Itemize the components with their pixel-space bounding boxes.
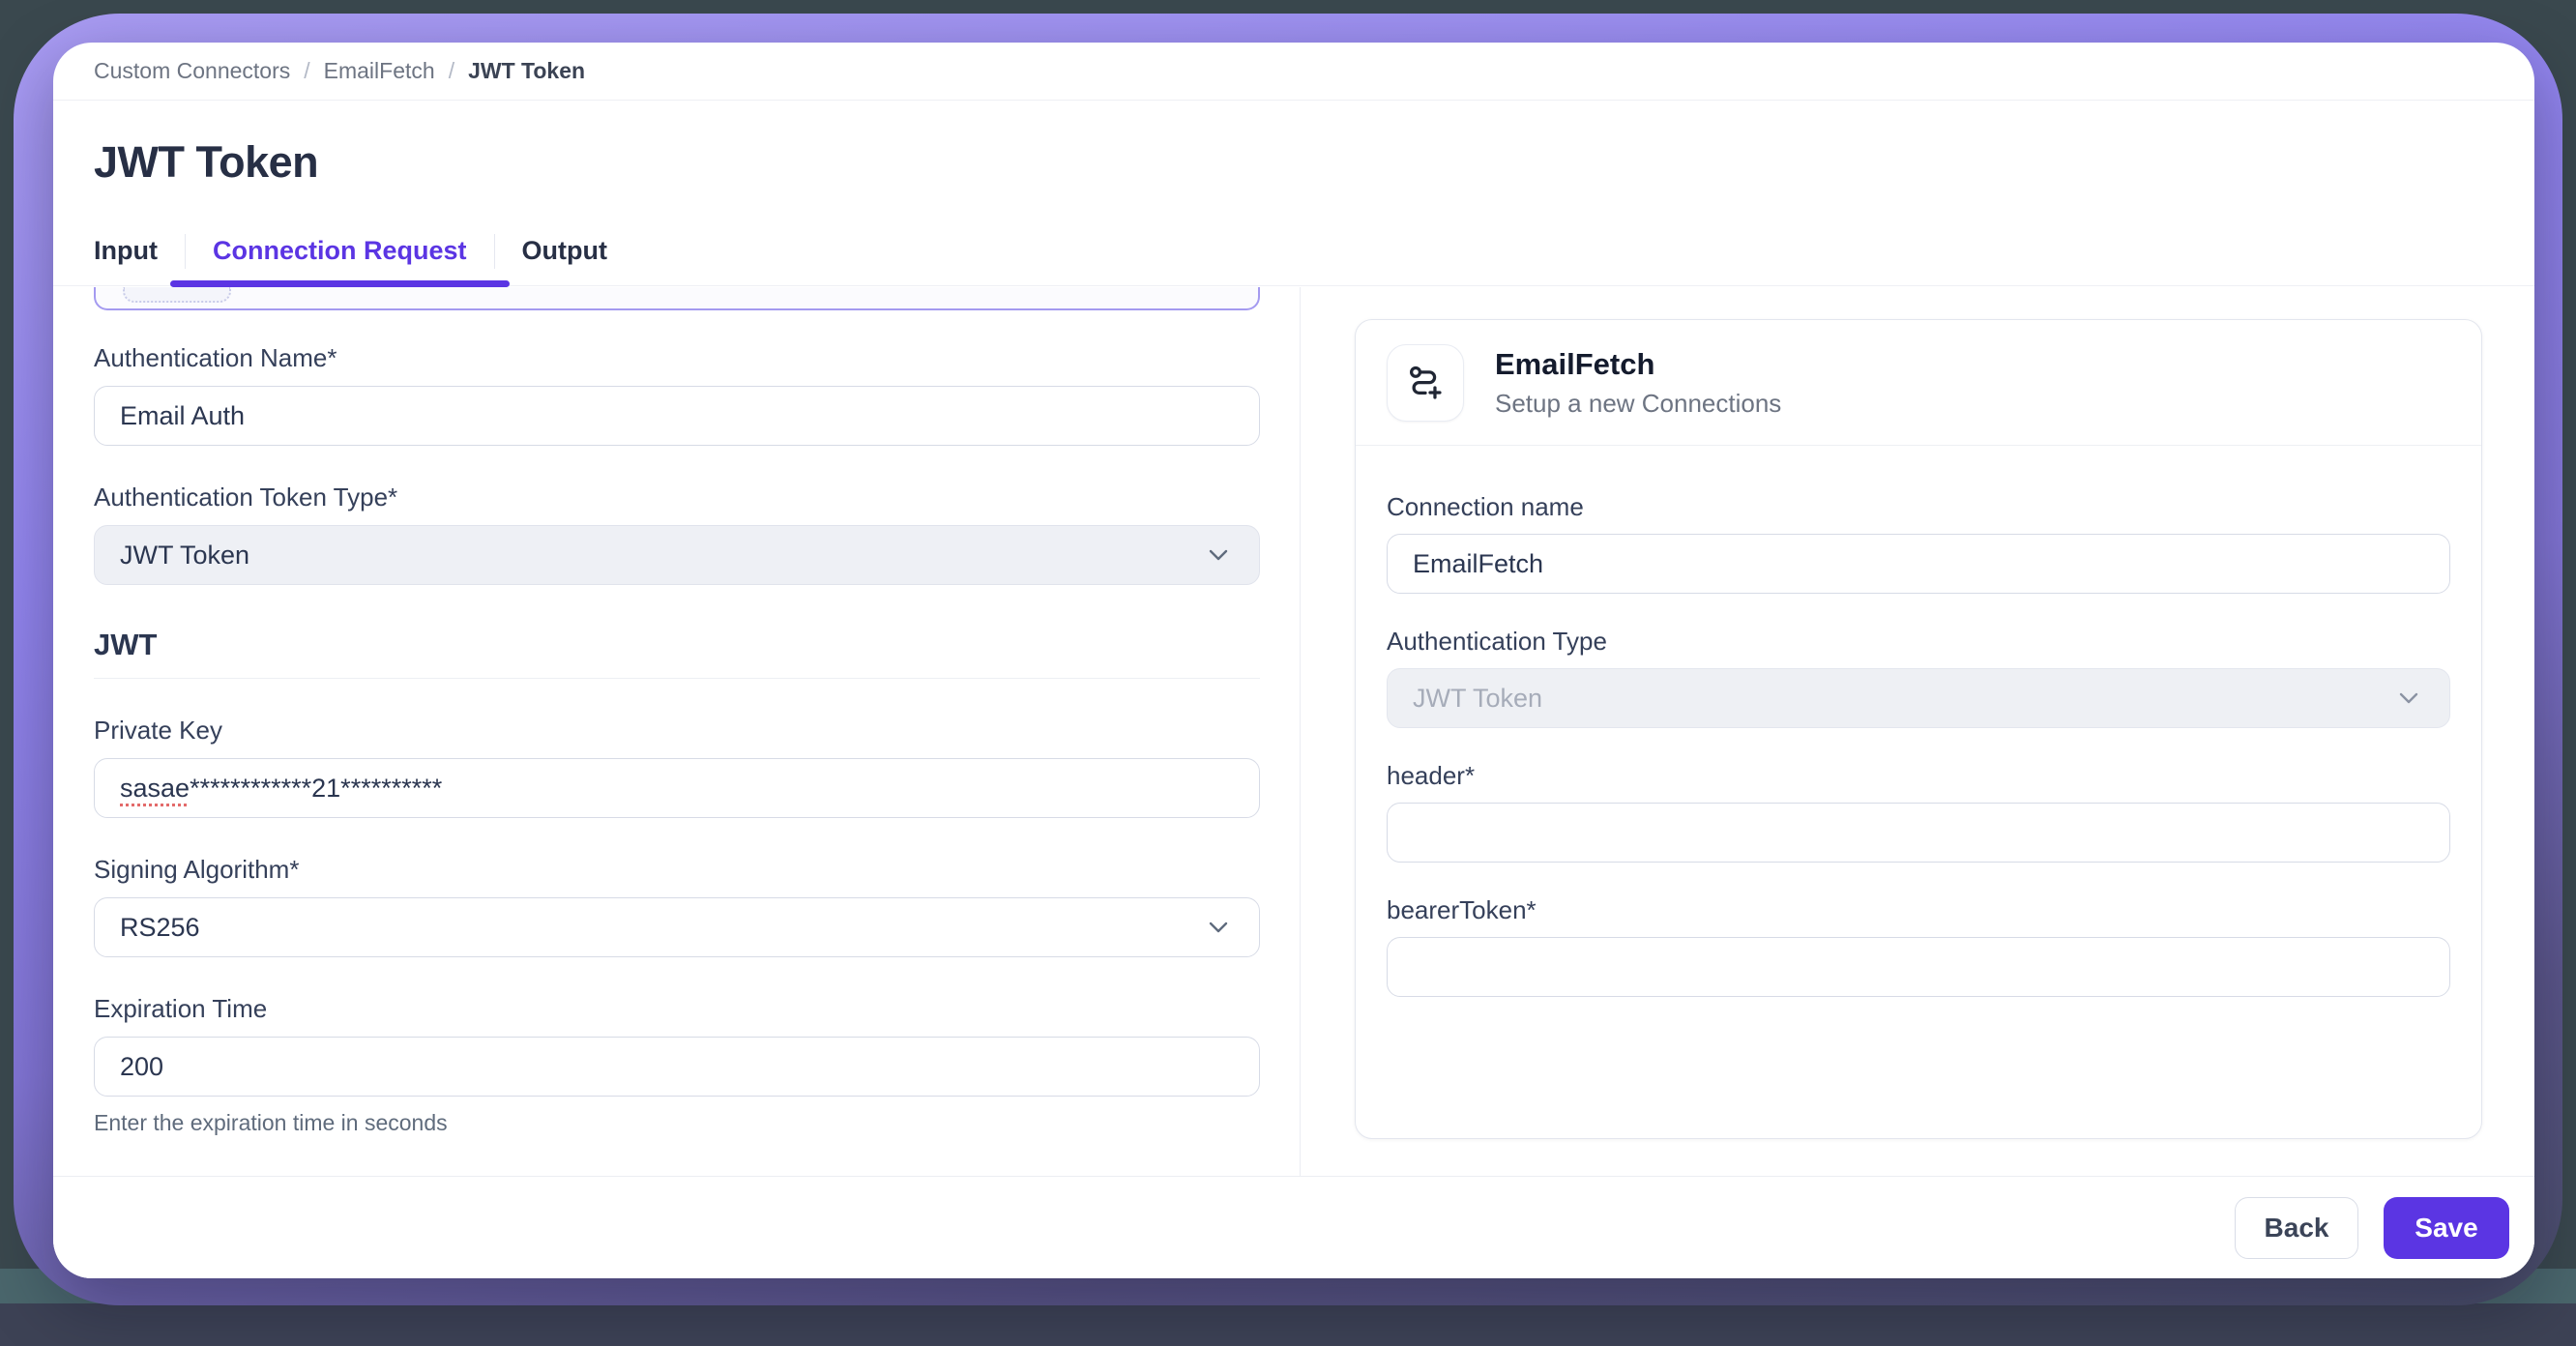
expiration-time-input[interactable]: [94, 1037, 1260, 1097]
bearer-token-input[interactable]: [1387, 937, 2450, 997]
tab-divider: [493, 233, 495, 269]
auth-token-type-label: Authentication Token Type*: [94, 483, 398, 512]
content-area: Authentication Name* Authentication Toke…: [53, 287, 2534, 1176]
tab-bar: Input Connection Request Output: [53, 217, 2534, 287]
back-button[interactable]: Back: [2235, 1196, 2358, 1259]
connection-name-input[interactable]: [1387, 534, 2450, 594]
clipped-field-tag: [123, 287, 231, 303]
auth-type-select: JWT Token: [1387, 668, 2450, 728]
private-key-input[interactable]: sasae ************21**********: [94, 758, 1260, 818]
route-add-icon: [1409, 366, 1442, 399]
breadcrumb-item-emailfetch[interactable]: EmailFetch: [323, 58, 435, 83]
private-key-prefix: sasae: [120, 773, 190, 803]
tab-connection-request[interactable]: Connection Request: [170, 232, 509, 287]
jwt-section-title: JWT: [94, 628, 158, 661]
background-navy-band: [0, 1303, 2576, 1346]
auth-name-input[interactable]: [94, 386, 1260, 446]
connector-name: EmailFetch: [1495, 346, 1655, 381]
chevron-down-icon: [1209, 549, 1228, 561]
breadcrumb-separator: /: [304, 58, 310, 83]
signing-algorithm-label: Signing Algorithm*: [94, 855, 300, 884]
breadcrumb-item-custom-connectors[interactable]: Custom Connectors: [94, 58, 291, 83]
expiration-time-label: Expiration Time: [94, 994, 268, 1023]
signing-algorithm-value: RS256: [120, 912, 200, 942]
breadcrumb: Custom Connectors / EmailFetch / JWT Tok…: [53, 43, 2534, 101]
expiration-time-helper: Enter the expiration time in seconds: [94, 1110, 448, 1135]
signing-algorithm-select[interactable]: RS256: [94, 897, 1260, 957]
header-field-label: header*: [1387, 761, 1476, 790]
save-button[interactable]: Save: [2384, 1196, 2509, 1259]
connection-preview-panel: EmailFetch Setup a new Connections Conne…: [1301, 287, 2534, 1176]
chevron-down-icon: [1209, 922, 1228, 933]
connector-icon-box: [1387, 343, 1464, 422]
section-divider: [94, 678, 1260, 679]
bearer-token-label: bearerToken*: [1387, 895, 1537, 924]
auth-name-label: Authentication Name*: [94, 343, 337, 372]
connection-card-heading: EmailFetch Setup a new Connections: [1495, 347, 1781, 419]
auth-token-type-select[interactable]: JWT Token: [94, 525, 1260, 585]
page-title: JWT Token: [94, 137, 319, 187]
private-key-label: Private Key: [94, 716, 222, 745]
connector-subtitle: Setup a new Connections: [1495, 388, 1782, 418]
connection-request-form: Authentication Name* Authentication Toke…: [53, 287, 1300, 1176]
breadcrumb-item-current: JWT Token: [468, 58, 586, 83]
breadcrumb-separator: /: [448, 58, 455, 83]
chevron-down-icon: [2399, 692, 2418, 704]
auth-type-label: Authentication Type: [1387, 627, 1607, 656]
header-field-input[interactable]: [1387, 803, 2450, 863]
connection-card-header: EmailFetch Setup a new Connections: [1356, 320, 2481, 446]
connection-card-body: Connection name Authentication Type JWT …: [1356, 446, 2481, 997]
connection-card: EmailFetch Setup a new Connections Conne…: [1355, 319, 2482, 1139]
auth-token-type-value: JWT Token: [120, 540, 250, 570]
connection-name-label: Connection name: [1387, 492, 1584, 521]
clipped-focused-field[interactable]: [94, 287, 1260, 310]
column-divider: [1300, 287, 1301, 1176]
auth-type-value: JWT Token: [1413, 683, 1543, 713]
tab-input[interactable]: Input: [94, 236, 158, 265]
private-key-masked: ************21**********: [190, 773, 443, 803]
tab-output[interactable]: Output: [521, 236, 607, 265]
footer-bar: Back Save: [53, 1176, 2534, 1278]
app-window: Custom Connectors / EmailFetch / JWT Tok…: [53, 43, 2534, 1278]
tab-divider: [184, 233, 186, 269]
